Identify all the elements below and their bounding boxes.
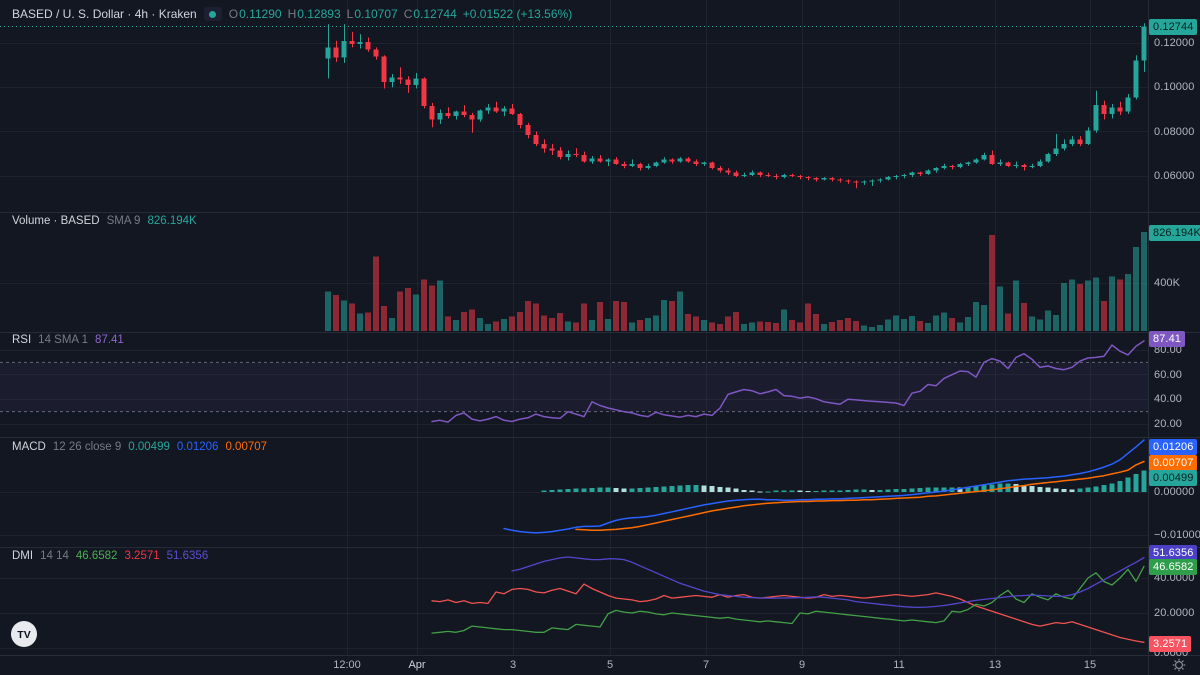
legend-dmi: DMI 14 14 46.6582 3.2571 51.6356 xyxy=(12,550,208,562)
macd-signal-badge: 0.00707 xyxy=(1149,455,1198,471)
rsi-tick-80: 80.00 xyxy=(1154,344,1183,356)
volume-indicator-params: SMA 9 xyxy=(106,215,141,227)
macd-tick-neg001: −0.01000 xyxy=(1154,529,1200,541)
dmi-minus-line xyxy=(431,583,1145,643)
dmi-indicator-params: 14 14 xyxy=(40,550,69,562)
ohlc-high-key: H xyxy=(287,7,297,21)
rsi-indicator-params: 14 SMA 1 xyxy=(38,334,89,346)
volume-tick-400k: 400K xyxy=(1154,277,1181,289)
rsi-indicator-title[interactable]: RSI xyxy=(12,334,32,346)
dmi-minus-badge: 3.2571 xyxy=(1149,636,1192,652)
macd-line-value: 0.01206 xyxy=(176,441,219,453)
macd-line xyxy=(503,439,1145,534)
macd-line-badge: 0.01206 xyxy=(1149,439,1198,455)
time-scale-settings-gear-icon[interactable] xyxy=(1172,658,1186,672)
volume-badge: 826.194K xyxy=(1149,225,1200,241)
legend-volume: Volume · BASED SMA 9 826.194K xyxy=(12,215,197,227)
macd-indicator-title[interactable]: MACD xyxy=(12,441,46,453)
ohlc-open-value: 0.11290 xyxy=(239,7,282,21)
last-price-badge: 0.12744 xyxy=(1149,19,1198,35)
price-tick-010: 0.10000 xyxy=(1154,81,1195,93)
rsi-tick-60: 60.00 xyxy=(1154,369,1183,381)
macd-signal-value: 0.00707 xyxy=(225,441,268,453)
dmi-tick-20: 20.0000 xyxy=(1154,607,1195,619)
volume-series xyxy=(325,231,1147,331)
rsi-line xyxy=(431,340,1145,423)
dmi-plus-value: 46.6582 xyxy=(75,550,118,562)
dmi-plus-line xyxy=(431,565,1145,634)
time-scale[interactable]: 12:00 Apr 3 5 7 9 11 13 15 xyxy=(0,655,1200,675)
time-label-9: 9 xyxy=(798,659,806,671)
legend-rsi: RSI 14 SMA 1 87.41 xyxy=(12,334,124,346)
price-tick-012: 0.12000 xyxy=(1154,37,1195,49)
rsi-tick-20: 20.00 xyxy=(1154,418,1183,430)
time-label-13: 13 xyxy=(988,659,1002,671)
ohlc-high-value: 0.12893 xyxy=(297,7,341,21)
time-label-3: 3 xyxy=(509,659,517,671)
symbol-title[interactable]: BASED / U. S. Dollar · 4h · Kraken xyxy=(12,7,197,21)
legend-macd: MACD 12 26 close 9 0.00499 0.01206 0.007… xyxy=(12,441,267,453)
live-dot-icon xyxy=(209,10,217,18)
time-label-1200: 12:00 xyxy=(333,659,361,671)
time-label-15: 15 xyxy=(1083,659,1097,671)
dmi-indicator-title[interactable]: DMI xyxy=(12,550,34,562)
tradingview-logo-text: TV xyxy=(17,629,30,641)
rsi-band xyxy=(0,362,1148,412)
ohlc-low-value: 0.10707 xyxy=(354,7,398,21)
macd-signal-line xyxy=(575,460,1145,532)
price-tick-008: 0.08000 xyxy=(1154,126,1195,138)
price-tick-006: 0.06000 xyxy=(1154,170,1195,182)
time-label-7: 7 xyxy=(702,659,710,671)
dmi-minus-value: 3.2571 xyxy=(124,550,160,562)
dmi-adx-line xyxy=(511,556,1145,609)
ohlc-low-key: L xyxy=(346,7,354,21)
macd-tick-0: 0.00000 xyxy=(1154,486,1195,498)
volume-indicator-title[interactable]: Volume · BASED xyxy=(12,215,100,227)
dmi-tick-40: 40.0000 xyxy=(1154,572,1195,584)
volume-indicator-value: 826.194K xyxy=(147,215,197,227)
dmi-plus-badge: 46.6582 xyxy=(1149,559,1198,575)
dmi-adx-value: 51.6356 xyxy=(166,550,209,562)
macd-hist-badge: 0.00499 xyxy=(1149,470,1198,486)
data-mode-chip[interactable] xyxy=(203,7,222,21)
ohlc-open-key: O xyxy=(228,7,239,21)
gridlines xyxy=(0,0,1148,655)
ohlc-change: +0.01522 (+13.56%) xyxy=(462,7,573,21)
time-label-11: 11 xyxy=(893,659,905,671)
candles-series xyxy=(325,23,1147,189)
rsi-badge: 87.41 xyxy=(1149,331,1186,347)
legend-price: BASED / U. S. Dollar · 4h · Kraken O0.11… xyxy=(12,7,572,21)
dmi-adx-badge: 51.6356 xyxy=(1149,545,1198,561)
ohlc-values: O0.11290 H0.12893 L0.10707 C0.12744 +0.0… xyxy=(229,7,572,21)
ohlc-close-value: 0.12744 xyxy=(413,7,457,21)
time-label-apr: Apr xyxy=(408,659,426,671)
tradingview-logo[interactable]: TV xyxy=(10,620,38,648)
ohlc-close-key: C xyxy=(403,7,413,21)
macd-histogram xyxy=(541,470,1147,493)
macd-indicator-params: 12 26 close 9 xyxy=(52,441,122,453)
macd-hist-value: 0.00499 xyxy=(128,441,170,453)
time-label-5: 5 xyxy=(606,659,614,671)
rsi-tick-40: 40.00 xyxy=(1154,393,1183,405)
rsi-indicator-value: 87.41 xyxy=(95,334,124,346)
